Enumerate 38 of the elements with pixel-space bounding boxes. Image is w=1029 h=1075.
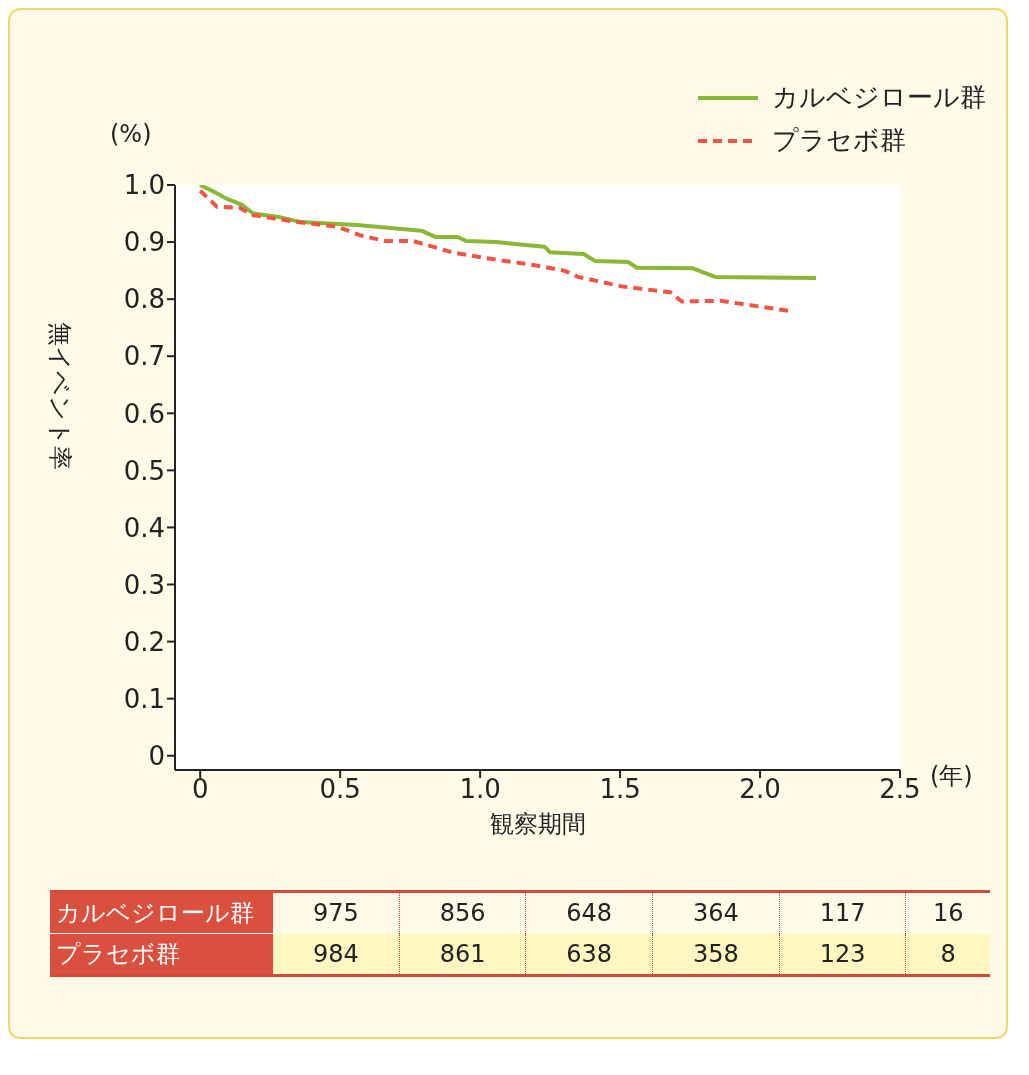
legend-label: カルベジロール群 <box>772 81 986 114</box>
y-tick-label: 0.9 <box>123 227 165 258</box>
line-series <box>198 185 819 281</box>
x-tick-label: 0 <box>191 774 209 805</box>
text: (%) <box>110 120 152 148</box>
y-tick-label: 0.1 <box>123 683 165 714</box>
text: カルベジロール群 <box>56 899 254 927</box>
y-tick-label: 0.4 <box>123 512 165 543</box>
text: 358 <box>652 933 780 976</box>
text: 16 <box>905 891 990 934</box>
text: プラセボ群 <box>56 940 180 968</box>
text: 117 <box>779 891 906 934</box>
legend-label: プラセボ群 <box>772 124 906 157</box>
text: (年) <box>930 761 973 792</box>
y-tick-label: 0.6 <box>123 398 165 429</box>
y-axis-title: 無イベント率 <box>45 320 75 472</box>
x-tick-label: 2.0 <box>739 774 781 805</box>
y-tick-label: 0.5 <box>123 455 165 486</box>
text: 648 <box>525 891 653 934</box>
text: 123 <box>779 933 906 976</box>
y-tick-label: 0.8 <box>123 284 165 315</box>
text: 975 <box>272 891 400 934</box>
x-axis-title: 観察期間 <box>489 810 586 838</box>
x-tick-label: 0.5 <box>319 774 361 805</box>
y-tick-label: 0.7 <box>123 341 165 372</box>
text: 8 <box>905 933 990 976</box>
text: 364 <box>652 891 780 934</box>
x-tick-label: 1.5 <box>599 774 641 805</box>
x-tick-label: 2.5 <box>879 774 921 805</box>
x-tick-label: 1.0 <box>459 774 501 805</box>
y-tick-label: 0 <box>148 740 165 771</box>
y-tick-label: 0.3 <box>123 569 165 600</box>
y-tick-label: 0.2 <box>123 626 165 657</box>
text: 861 <box>399 933 526 976</box>
text: 856 <box>399 891 526 934</box>
text: 984 <box>272 933 400 976</box>
y-tick-label: 1.0 <box>123 170 165 201</box>
text: 638 <box>525 933 653 976</box>
